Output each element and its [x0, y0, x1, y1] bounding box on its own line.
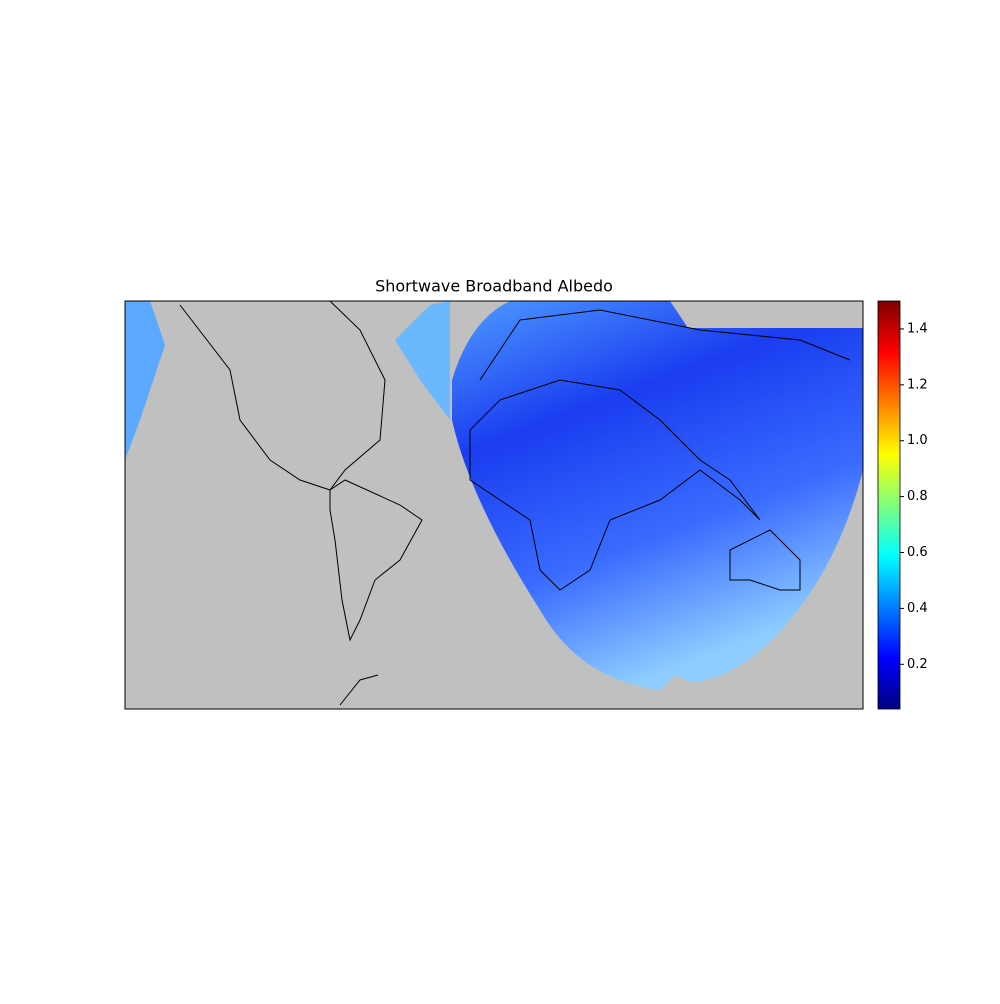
colorbar-tick-label: 1.2: [907, 377, 928, 392]
map-title: Shortwave Broadband Albedo: [375, 277, 613, 296]
map: [125, 301, 863, 709]
coastlines: [179, 301, 851, 706]
colorbar-tick-label: 0.8: [907, 489, 928, 504]
colorbar-tick-label: 1.4: [907, 321, 928, 336]
map-frame: [124, 300, 864, 710]
colorbar-tick-label: 0.6: [907, 545, 928, 560]
data-swath: [452, 301, 863, 690]
colorbar: [877, 300, 901, 710]
colorbar-tick-label: 1.0: [907, 433, 928, 448]
colorbar-tick-label: 0.2: [907, 657, 928, 672]
data-swath: [125, 301, 165, 460]
data-swath: [395, 301, 450, 420]
colorbar-tick-label: 0.4: [907, 601, 928, 616]
